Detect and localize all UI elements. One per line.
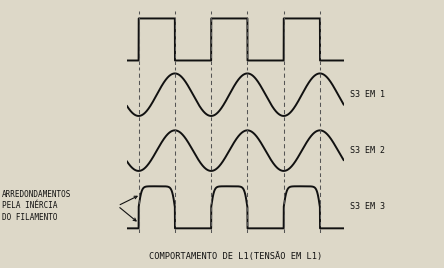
- Text: S3 EM 1: S3 EM 1: [349, 90, 385, 99]
- Text: S3 EM 2: S3 EM 2: [349, 146, 385, 155]
- Text: COMPORTAMENTO DE L1(TENSÃO EM L1): COMPORTAMENTO DE L1(TENSÃO EM L1): [149, 252, 322, 261]
- Text: ARREDONDAMENTOS: ARREDONDAMENTOS: [2, 190, 71, 199]
- Text: DO FILAMENTO: DO FILAMENTO: [2, 213, 58, 222]
- Text: S3 EM 3: S3 EM 3: [349, 202, 385, 211]
- Text: PELA INÉRCIA: PELA INÉRCIA: [2, 201, 58, 210]
